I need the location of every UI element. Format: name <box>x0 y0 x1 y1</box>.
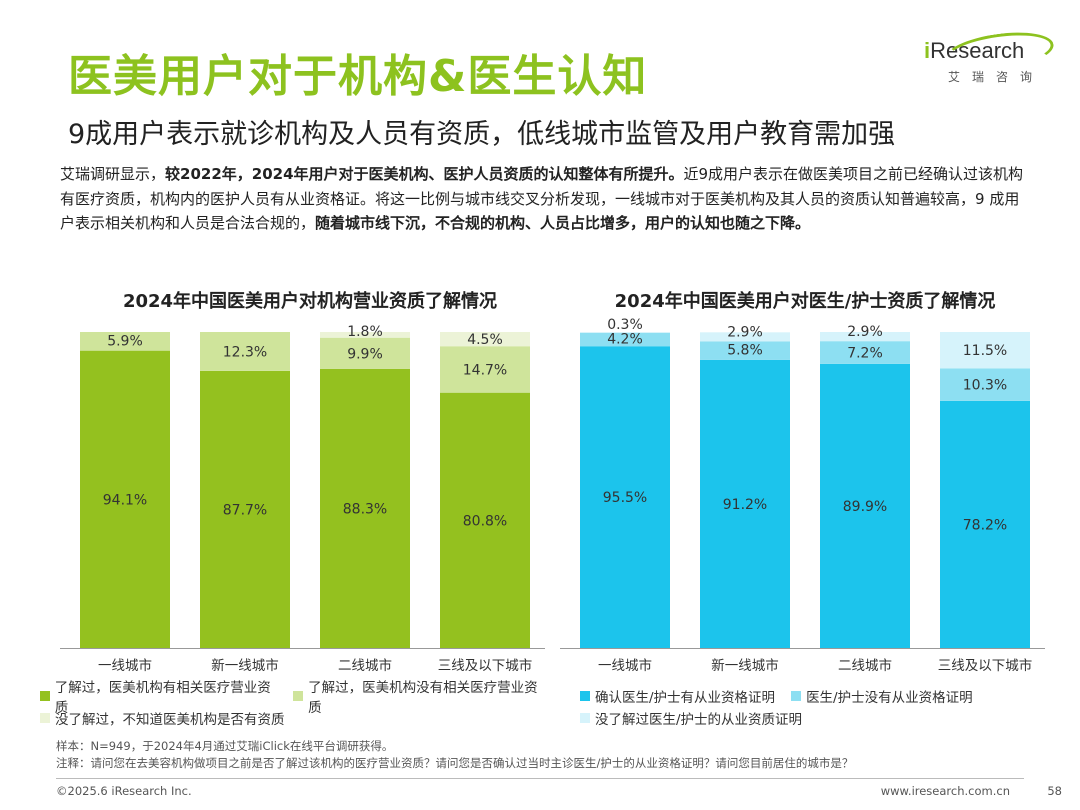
legend-item: 了解过，医美机构有相关医疗营业资质 <box>40 676 277 716</box>
data-label: 4.5% <box>467 332 503 348</box>
right-legend: 确认医生/护士有从业资格证明 医生/护士没有从业资格证明 没了解过医生/护士的从… <box>580 685 1060 729</box>
data-label: 80.8% <box>463 513 507 529</box>
page-number: 58 <box>1047 784 1062 798</box>
bar-segment <box>320 368 410 648</box>
data-label: 1.8% <box>347 324 383 340</box>
data-label: 0.3% <box>607 318 643 333</box>
category-label: 三线及以下城市 <box>438 657 533 674</box>
right-chart-title: 2024年中国医美用户对医生/护士资质了解情况 <box>614 291 996 312</box>
bar-segment <box>580 346 670 648</box>
data-label: 9.9% <box>347 346 383 362</box>
bar-segment <box>700 341 790 360</box>
category-label: 一线城市 <box>98 657 152 674</box>
page-subtitle: 9成用户表示就诊机构及人员有资质，低线城市监管及用户教育需加强 <box>68 119 896 150</box>
bar-segment <box>820 332 910 342</box>
category-label: 二线城市 <box>838 657 892 674</box>
data-label: 12.3% <box>223 344 267 360</box>
page-title: 医美用户对于机构&医生认知 <box>68 51 648 102</box>
data-label: 5.8% <box>727 343 763 359</box>
legend-item: 了解过，医美机构没有相关医疗营业资质 <box>293 676 544 716</box>
iresearch-logo: iResearch 艾瑞咨询 <box>924 26 1056 98</box>
data-label: 78.2% <box>963 517 1007 533</box>
footer-divider <box>56 778 1024 779</box>
bar-segment <box>580 332 670 347</box>
bar-segment <box>200 332 290 371</box>
bar-segment <box>580 332 670 333</box>
data-label: 95.5% <box>603 490 647 506</box>
bar-segment <box>940 332 1030 369</box>
copyright: ©2025.6 iResearch Inc. <box>56 784 192 798</box>
bar-segment <box>200 370 290 648</box>
bar-segment <box>440 346 530 393</box>
data-label: 10.3% <box>963 378 1007 394</box>
data-label: 2.9% <box>727 324 763 340</box>
bar-segment <box>320 337 410 369</box>
category-label: 新一线城市 <box>211 657 279 674</box>
right-chart: 95.5% 4.2%0.3% 一线城市 91.2% 5.8% 2.9% 新一线城市 89.9%… <box>560 318 1045 674</box>
data-label: 7.2% <box>847 346 883 362</box>
question-note: 注释：请问您在去美容机构做项目之前是否了解过该机构的医疗营业资质？请问您是否确认… <box>56 756 854 770</box>
data-label: 91.2% <box>723 497 767 513</box>
bar-segment <box>700 332 790 342</box>
bar-segment <box>80 350 170 648</box>
left-chart-title: 2024年中国医美用户对机构营业资质了解情况 <box>122 291 498 312</box>
category-label: 新一线城市 <box>711 657 779 674</box>
data-label: 11.5% <box>963 343 1007 359</box>
bar-segment <box>940 400 1030 648</box>
bar-segment <box>820 341 910 364</box>
data-label: 4.2% <box>607 332 643 348</box>
data-label: 14.7% <box>463 362 507 378</box>
bar-segment <box>440 392 530 648</box>
bar-segment <box>940 368 1030 401</box>
sample-note: 样本：N=949，于2024年4月通过艾瑞iClick在线平台调研获得。 <box>56 739 394 753</box>
description-paragraph: 艾瑞调研显示，较2022年，2024年用户对于医美机构、医护人员资质的认知整体有… <box>60 165 1024 232</box>
bar-segment <box>820 363 910 648</box>
bar-segment <box>80 332 170 351</box>
data-label: 2.9% <box>847 324 883 340</box>
website-url: www.iresearch.com.cn <box>880 784 1010 798</box>
left-legend: 了解过，医美机构有相关医疗营业资质 了解过，医美机构没有相关医疗营业资质 没了解… <box>40 680 560 729</box>
bar-segment <box>320 332 410 338</box>
category-label: 三线及以下城市 <box>938 657 1033 674</box>
category-label: 二线城市 <box>338 657 392 674</box>
data-label: 5.9% <box>107 333 143 349</box>
legend-item: 没了解过，不知道医美机构是否有资质 <box>40 708 285 728</box>
legend-item: 医生/护士没有从业资格证明 <box>791 686 973 706</box>
legend-item: 没了解过医生/护士的从业资质证明 <box>580 708 802 728</box>
bar-segment <box>440 332 530 347</box>
category-label: 一线城市 <box>598 657 652 674</box>
data-label: 88.3% <box>343 501 387 517</box>
data-label: 87.7% <box>223 502 267 518</box>
data-label: 89.9% <box>843 499 887 515</box>
data-label: 94.1% <box>103 492 147 508</box>
bar-segment <box>700 359 790 648</box>
legend-item: 确认医生/护士有从业资格证明 <box>580 686 775 706</box>
left-chart: 94.1% 5.9% 一线城市 87.7% 12.3% 新一线城市 88.3% 9.9% 1.8… <box>60 324 545 674</box>
logo-subtitle: 艾瑞咨询 <box>947 70 1044 84</box>
notes: 样本：N=949，于2024年4月通过艾瑞iClick在线平台调研获得。 注释：… <box>56 738 853 772</box>
